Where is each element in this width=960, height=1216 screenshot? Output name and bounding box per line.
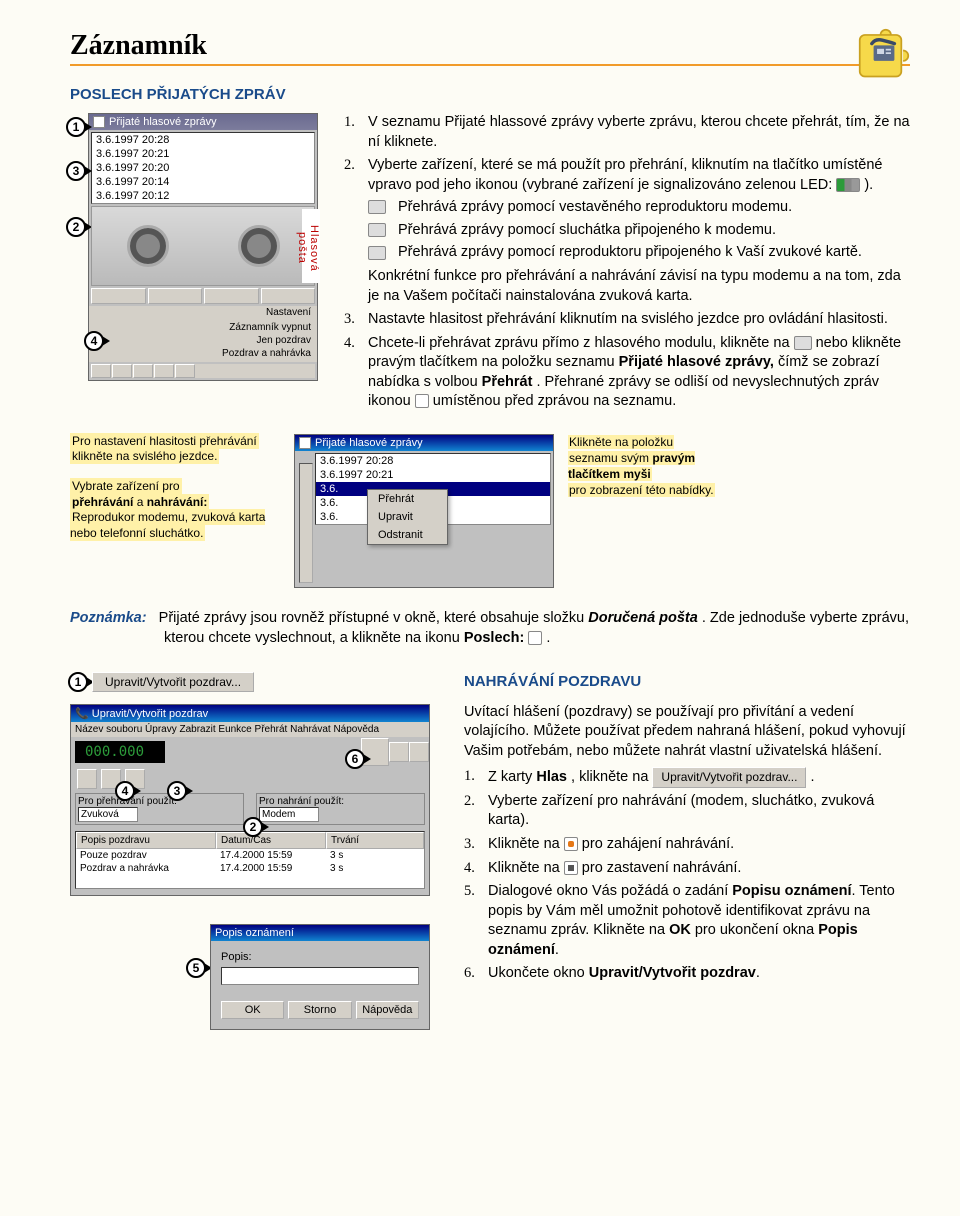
- ok-button[interactable]: OK: [221, 1001, 284, 1019]
- context-menu[interactable]: Přehrát Upravit Odstranit: [367, 489, 448, 545]
- tape-reel: [238, 225, 280, 267]
- note-paragraph: Poznámka: Přijaté zprávy jsou rovněž pří…: [70, 608, 910, 649]
- time-counter: 000.000: [75, 741, 165, 763]
- table-row[interactable]: Pouze pozdrav 17.4.2000 15:59 3 s: [76, 849, 424, 862]
- speaker-icon: [93, 116, 105, 128]
- screenshot-description-dialog: Popis oznámení Popis: OK Storno Nápověda: [210, 924, 430, 1030]
- screenshot-voice-messages: 1 3 2 4 Přijaté hlasové zprávy 3.6.1997 …: [70, 113, 320, 381]
- rew-button[interactable]: [133, 364, 153, 378]
- menubar[interactable]: Název souboru Úpravy Zabrazit Eunkce Pře…: [71, 722, 429, 737]
- callout-1: 1: [68, 672, 88, 692]
- list-item[interactable]: 3.6.1997 20:14: [92, 175, 314, 189]
- list-item[interactable]: 3.6.1997 20:28: [92, 133, 314, 147]
- edit-greeting-button[interactable]: Upravit/Vytvořit pozdrav...: [92, 672, 254, 692]
- device-button[interactable]: [148, 288, 203, 304]
- device-buttons[interactable]: [91, 288, 315, 304]
- status-text: Záznamník vypnut Jen pozdrav Pozdrav a n…: [89, 319, 317, 362]
- record-icon: [564, 837, 578, 851]
- help-button[interactable]: [389, 742, 409, 762]
- volume-slider[interactable]: [299, 463, 313, 583]
- callout-2: 2: [66, 217, 86, 237]
- ctx-delete[interactable]: Odstranit: [368, 526, 447, 544]
- step-num: 1.: [344, 113, 368, 152]
- instructions-section2: NAHRÁVÁNÍ POZDRAVU Uvítací hlášení (pozd…: [464, 672, 910, 987]
- device-button[interactable]: [91, 288, 146, 304]
- stop-icon: [564, 861, 578, 875]
- step-num: 2.: [344, 156, 368, 306]
- heard-icon: [415, 394, 429, 408]
- window-titlebar: Přijaté hlasové zprávy: [89, 114, 317, 130]
- list-item[interactable]: 3.6.1997 20:20: [92, 161, 314, 175]
- step-text: Vyberte zařízení, které se má použít pro…: [368, 156, 910, 306]
- phone-puzzle-icon: [858, 28, 910, 80]
- window-titlebar: Popis oznámení: [211, 925, 429, 941]
- settings-label: Nastavení: [89, 306, 317, 319]
- list-item[interactable]: 3.6.1997 20:28: [316, 454, 550, 468]
- label: Popis:: [221, 951, 419, 963]
- page-title: Záznamník: [70, 30, 910, 66]
- soundcard-speaker-icon: [368, 246, 386, 260]
- list-item[interactable]: 3.6.1997 20:21: [316, 468, 550, 482]
- description-input[interactable]: [221, 967, 419, 985]
- play-button[interactable]: [77, 769, 97, 789]
- modem-speaker-icon: [368, 200, 386, 214]
- ffwd-button[interactable]: [154, 364, 174, 378]
- callout-3: 3: [66, 161, 86, 181]
- stop-button[interactable]: [112, 364, 132, 378]
- speaker-icon: [299, 437, 311, 449]
- screenshot-edit-greeting: 📞 Upravit/Vytvořit pozdrav Název souboru…: [70, 704, 430, 896]
- step-text: Chcete-li přehrávat zprávu přímo z hlaso…: [368, 334, 910, 412]
- device-button[interactable]: [204, 288, 259, 304]
- rec-button[interactable]: [175, 364, 195, 378]
- callout-6: 6: [345, 749, 365, 769]
- intro-text: Uvítací hlášení (pozdravy) se používají …: [464, 703, 910, 762]
- cancel-button[interactable]: Storno: [288, 1001, 351, 1019]
- greetings-table[interactable]: Popis pozdravu Datum/Čas Trvání Pouze po…: [75, 831, 425, 889]
- callout-5: 5: [186, 958, 206, 978]
- help-button[interactable]: Nápověda: [356, 1001, 419, 1019]
- annotation-right: Klikněte na položku seznamu svým pravým …: [568, 434, 738, 499]
- listen-icon: [528, 631, 542, 645]
- annotation-left: Pro nastavení hlasitosti přehrávání klik…: [70, 434, 280, 542]
- list-item[interactable]: 3.6.1997 20:21: [92, 147, 314, 161]
- record-device-select[interactable]: Modem: [259, 807, 319, 822]
- step-text: Nastavte hlasitost přehrávání kliknutím …: [368, 310, 910, 330]
- playback-device-select[interactable]: Zvuková: [78, 807, 138, 822]
- step-num: 4.: [344, 334, 368, 412]
- table-row[interactable]: Pozdrav a nahrávka 17.4.2000 15:59 3 s: [76, 862, 424, 875]
- message-list[interactable]: 3.6.1997 20:28 3.6.1997 20:21 3.6.1997 2…: [91, 132, 315, 204]
- tape-reel: [127, 225, 169, 267]
- step-num: 3.: [344, 310, 368, 330]
- step-text: V seznamu Přijaté hlassové zprávy vybert…: [368, 113, 910, 152]
- screenshot-context-menu: Přijaté hlasové zprávy 3.6.1997 20:28 3.…: [294, 434, 554, 588]
- device-button[interactable]: [261, 288, 316, 304]
- section2-heading: NAHRÁVÁNÍ POZDRAVU: [464, 672, 910, 692]
- window-titlebar: 📞 Upravit/Vytvořit pozdrav: [71, 705, 429, 722]
- section1-heading: POSLECH PŘIJATÝCH ZPRÁV: [70, 86, 910, 103]
- edit-greeting-button[interactable]: Upravit/Vytvořit pozdrav...: [652, 767, 806, 787]
- play-icon: [794, 336, 812, 350]
- callout-4: 4: [84, 331, 104, 351]
- ctx-edit[interactable]: Upravit: [368, 508, 447, 526]
- callout-1: 1: [66, 117, 86, 137]
- play-button[interactable]: [91, 364, 111, 378]
- ctx-play[interactable]: Přehrát: [368, 490, 447, 508]
- list-item[interactable]: 3.6.1997 20:12: [92, 189, 314, 203]
- info-button[interactable]: [409, 742, 429, 762]
- side-tab-label: Hlasová pošta: [302, 209, 320, 283]
- tape-deck: Hlasová pošta: [91, 206, 315, 286]
- playback-controls[interactable]: [91, 364, 315, 378]
- led-icon: [836, 178, 860, 192]
- handset-icon: [368, 223, 386, 237]
- instructions-section1: 1. V seznamu Přijaté hlassové zprávy vyb…: [344, 113, 910, 416]
